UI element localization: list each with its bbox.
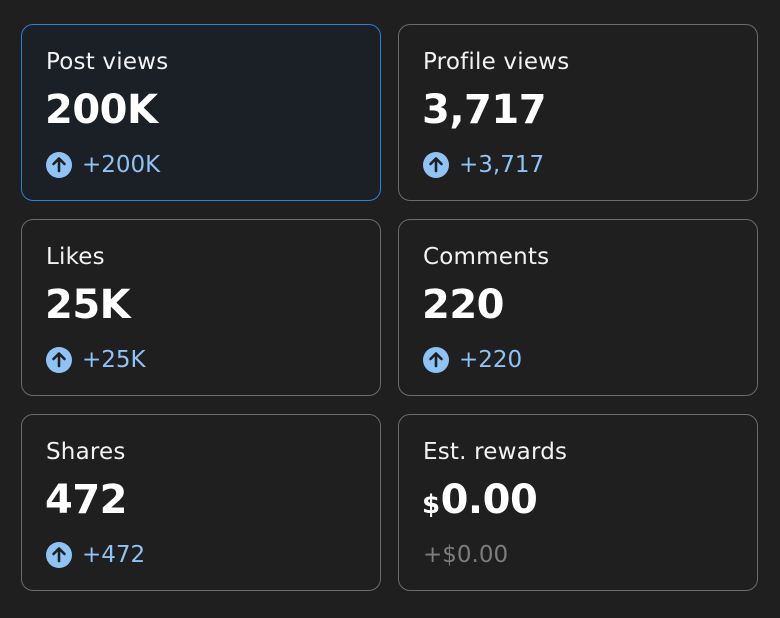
stat-value-amount: 0.00 xyxy=(440,477,538,523)
stat-card-shares[interactable]: Shares 472 +472 xyxy=(21,414,381,591)
stat-value: 472 xyxy=(45,477,128,523)
stat-change: +200K xyxy=(46,151,160,179)
arrow-up-circle-icon xyxy=(423,347,449,373)
stat-label: Comments xyxy=(423,244,550,270)
stat-card-est-rewards[interactable]: Est. rewards $0.00 +$0.00 xyxy=(398,414,758,591)
arrow-up-circle-icon xyxy=(423,152,449,178)
stat-label: Shares xyxy=(46,439,126,465)
stat-card-profile-views[interactable]: Profile views 3,717 +3,717 xyxy=(398,24,758,201)
stat-value: 3,717 xyxy=(422,87,547,133)
arrow-up-circle-icon xyxy=(46,347,72,373)
stat-change-text: +472 xyxy=(82,542,146,568)
stat-value: 25K xyxy=(45,282,131,328)
stat-label: Est. rewards xyxy=(423,439,568,465)
stat-value: 200K xyxy=(45,87,158,133)
stat-value: 220 xyxy=(422,282,505,328)
stat-change-text: +3,717 xyxy=(459,152,545,178)
stat-change-text: +$0.00 xyxy=(423,542,509,568)
stat-card-comments[interactable]: Comments 220 +220 xyxy=(398,219,758,396)
stat-change: +472 xyxy=(46,541,145,569)
stat-label: Post views xyxy=(46,49,169,75)
stat-card-likes[interactable]: Likes 25K +25K xyxy=(21,219,381,396)
arrow-up-circle-icon xyxy=(46,542,72,568)
stat-change-text: +200K xyxy=(82,152,161,178)
currency-symbol: $ xyxy=(422,490,440,520)
arrow-up-circle-icon xyxy=(46,152,72,178)
stat-value: $0.00 xyxy=(422,477,538,523)
stat-change-text: +25K xyxy=(82,347,146,373)
stat-card-post-views[interactable]: Post views 200K +200K xyxy=(21,24,381,201)
stat-change: +25K xyxy=(46,346,146,374)
stat-change-text: +220 xyxy=(459,347,523,373)
stat-label: Profile views xyxy=(423,49,570,75)
stat-change: +220 xyxy=(423,346,522,374)
stat-change: +$0.00 xyxy=(423,541,508,569)
stat-change: +3,717 xyxy=(423,151,544,179)
stat-label: Likes xyxy=(46,244,105,270)
